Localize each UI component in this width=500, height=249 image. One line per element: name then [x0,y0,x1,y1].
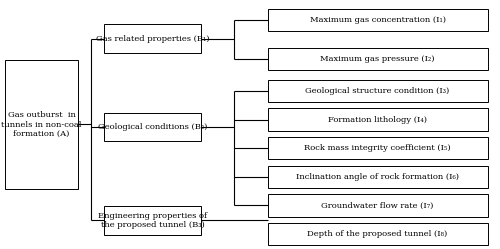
FancyBboxPatch shape [268,223,488,245]
Text: Engineering properties of
the proposed tunnel (B₃): Engineering properties of the proposed t… [98,212,207,229]
FancyBboxPatch shape [6,60,78,189]
Text: Rock mass integrity coefficient (I₅): Rock mass integrity coefficient (I₅) [304,144,451,152]
Text: Formation lithology (I₄): Formation lithology (I₄) [328,116,427,124]
Text: Maximum gas pressure (I₂): Maximum gas pressure (I₂) [320,55,435,63]
Text: Geological structure condition (I₃): Geological structure condition (I₃) [306,87,450,95]
Text: Maximum gas concentration (I₁): Maximum gas concentration (I₁) [310,16,446,24]
Text: Groundwater flow rate (I₇): Groundwater flow rate (I₇) [322,201,434,209]
FancyBboxPatch shape [268,194,488,217]
FancyBboxPatch shape [104,206,201,235]
FancyBboxPatch shape [268,9,488,31]
Text: Inclination angle of rock formation (I₆): Inclination angle of rock formation (I₆) [296,173,459,181]
FancyBboxPatch shape [268,108,488,131]
Text: Gas related properties (B₁): Gas related properties (B₁) [96,35,209,43]
FancyBboxPatch shape [268,166,488,188]
FancyBboxPatch shape [268,48,488,70]
FancyBboxPatch shape [104,24,201,53]
Text: Gas outburst  in
tunnels in non-coal
formation (A): Gas outburst in tunnels in non-coal form… [1,111,82,138]
FancyBboxPatch shape [268,80,488,102]
FancyBboxPatch shape [104,113,201,141]
Text: Depth of the proposed tunnel (I₈): Depth of the proposed tunnel (I₈) [308,230,448,238]
FancyBboxPatch shape [268,137,488,159]
Text: Geological conditions (B₂): Geological conditions (B₂) [98,123,207,131]
